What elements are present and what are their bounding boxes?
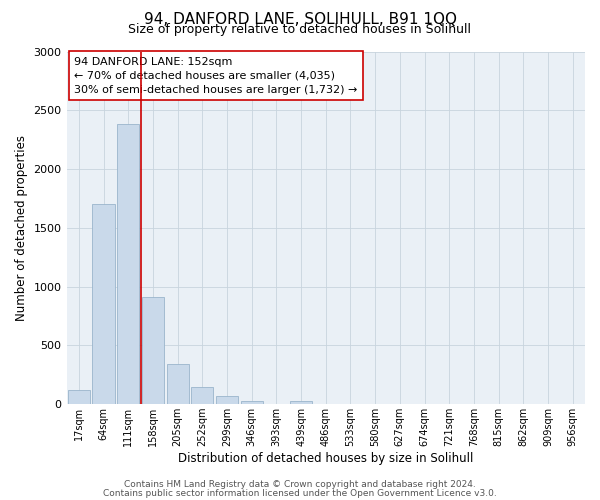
Bar: [290, 400, 312, 404]
Bar: [241, 400, 263, 404]
Bar: [92, 204, 115, 404]
Bar: [191, 386, 214, 404]
Text: 94, DANFORD LANE, SOLIHULL, B91 1QQ: 94, DANFORD LANE, SOLIHULL, B91 1QQ: [143, 12, 457, 28]
Bar: [142, 297, 164, 404]
Bar: [117, 124, 139, 404]
Y-axis label: Number of detached properties: Number of detached properties: [15, 135, 28, 321]
Bar: [68, 390, 90, 404]
Bar: [167, 364, 189, 404]
Text: 94 DANFORD LANE: 152sqm
← 70% of detached houses are smaller (4,035)
30% of semi: 94 DANFORD LANE: 152sqm ← 70% of detache…: [74, 57, 358, 95]
Text: Size of property relative to detached houses in Solihull: Size of property relative to detached ho…: [128, 22, 472, 36]
Text: Contains HM Land Registry data © Crown copyright and database right 2024.: Contains HM Land Registry data © Crown c…: [124, 480, 476, 489]
Text: Contains public sector information licensed under the Open Government Licence v3: Contains public sector information licen…: [103, 488, 497, 498]
Bar: [216, 396, 238, 404]
X-axis label: Distribution of detached houses by size in Solihull: Distribution of detached houses by size …: [178, 452, 473, 465]
